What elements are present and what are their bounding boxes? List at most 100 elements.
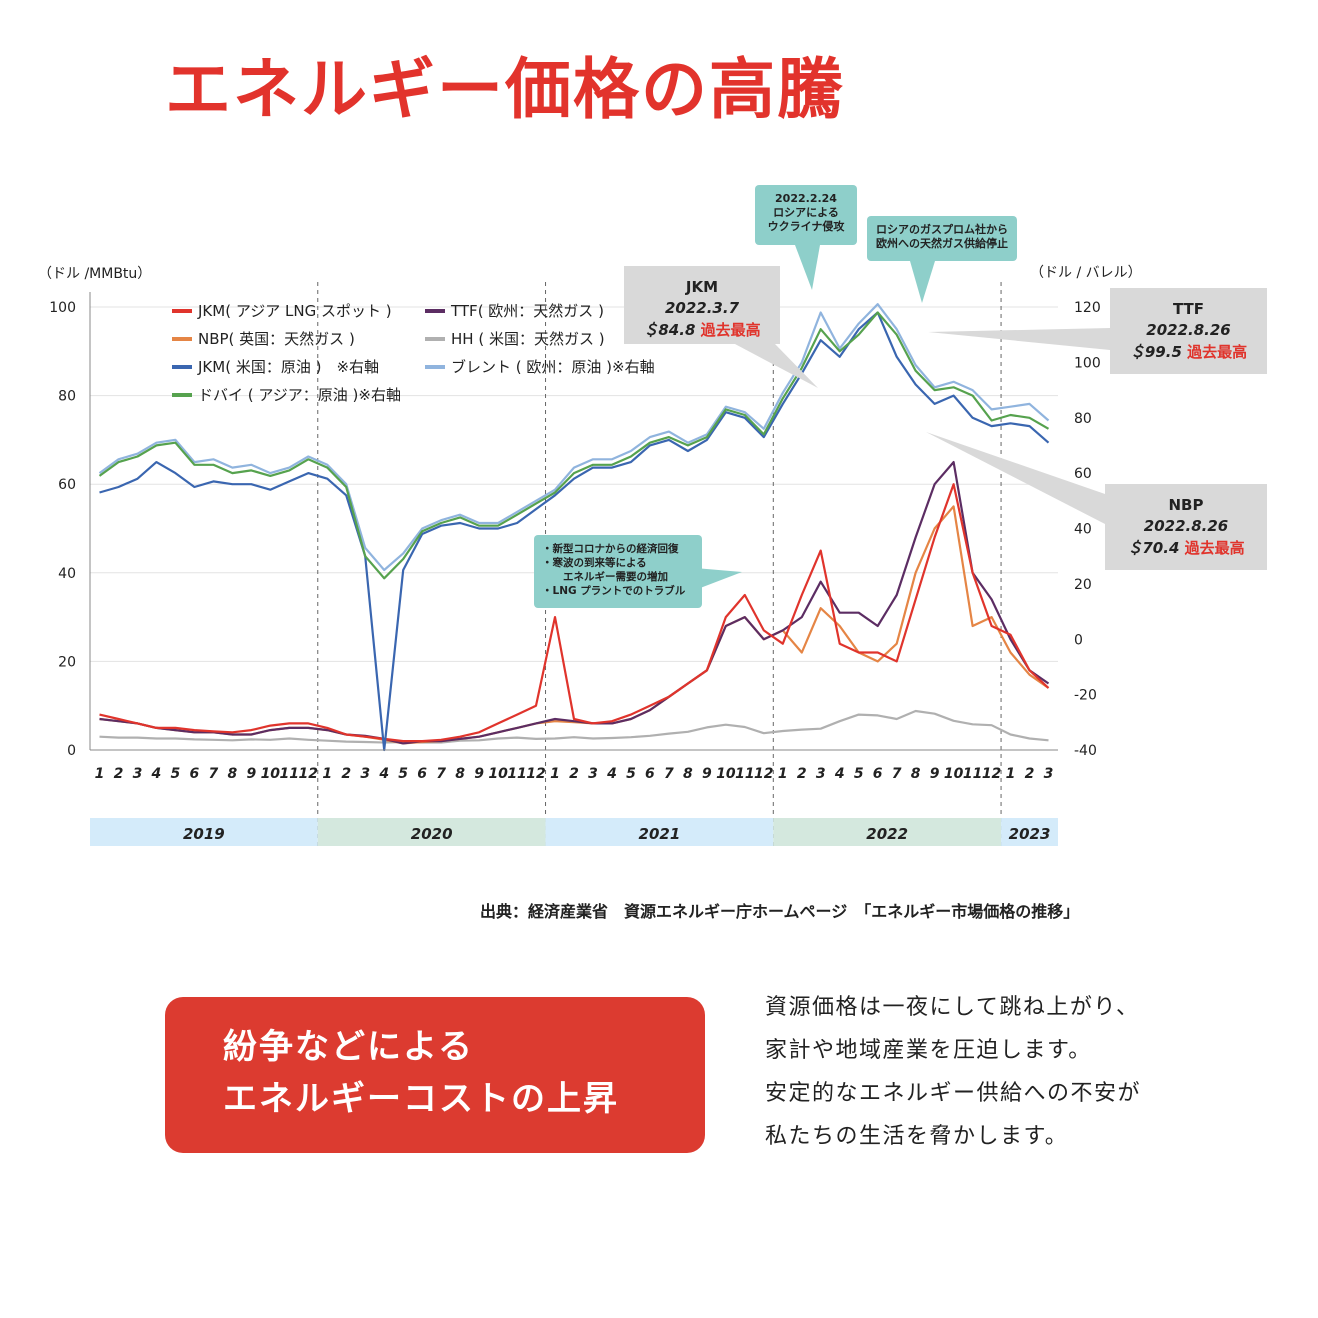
jkm-callout-date: 2022.3.7 <box>665 299 740 317</box>
x-tick-label: 2 <box>114 766 124 782</box>
nbp-callout-box <box>1105 484 1267 570</box>
x-tick-label: 4 <box>606 766 617 782</box>
corona-callout-line: ・新型コロナからの経済回復 <box>542 542 679 555</box>
ttf-callout-value: ＄99.5 過去最高 <box>1130 343 1247 361</box>
corona-callout-line: エネルギー需要の増加 <box>542 570 668 583</box>
x-tick-label: 1 <box>1006 766 1016 782</box>
x-tick-label: 1 <box>322 766 332 782</box>
y-tick-label-right: 120 <box>1074 300 1101 316</box>
axes: 0 20 40 60 80 100 -40 -20 0 20 40 60 80 100 120 （ドル /MM… <box>38 265 1142 782</box>
x-tick-label: 2 <box>1025 766 1035 782</box>
legend-label: ブレント ( 欧州：原油 )※右軸 <box>451 358 655 376</box>
y-tick-label-left: 0 <box>67 743 76 759</box>
series-line <box>99 483 1050 743</box>
year-label: 2023 <box>1009 825 1051 843</box>
legend-label: JKM( アジア LNG スポット ) <box>197 302 392 320</box>
x-tick-label: 5 <box>626 766 636 782</box>
x-tick-label: 1 <box>95 766 105 782</box>
legend-label: NBP( 英国：天然ガス ) <box>198 330 355 348</box>
ttf-value-number: ＄99.5 <box>1130 343 1187 361</box>
source-citation: 出典：経済産業省 資源エネルギー庁ホームページ 「エネルギー市場価格の推移」 <box>480 902 1080 921</box>
ttf-record-note: 過去最高 <box>1186 343 1247 361</box>
x-tick-label: 10 <box>716 766 736 782</box>
series-lines <box>98 303 1050 752</box>
x-tick-label: 12 <box>299 766 318 782</box>
gazprom-callout-box <box>867 216 1017 261</box>
y-tick-label-right: -40 <box>1074 743 1097 759</box>
year-band <box>90 818 318 846</box>
ukraine-callout-line: ロシアによる <box>773 206 839 219</box>
nbp-value-number: ＄70.4 <box>1127 539 1184 557</box>
x-tick-label: 4 <box>834 766 845 782</box>
year-band <box>545 818 774 846</box>
ttf-callout-name: TTF <box>1173 300 1204 318</box>
body-line: 資源価格は一夜にして跳ね上がり、 <box>765 995 1140 1020</box>
x-tick-label: 3 <box>816 766 826 782</box>
x-tick-label: 9 <box>930 766 940 782</box>
x-tick-label: 1 <box>550 766 560 782</box>
y-tick-label-left: 80 <box>58 389 76 405</box>
x-tick-label: 11 <box>280 766 299 782</box>
x-tick-label: 10 <box>261 766 281 782</box>
year-label: 2022 <box>866 825 908 843</box>
series-line <box>98 311 1050 580</box>
y-tick-label-left: 40 <box>58 566 76 582</box>
gazprom-callout-pointer <box>910 261 935 303</box>
annotations: JKM 2022.3.7 ＄84.8 過去最高 TTF 2022.8.26 ＄99.5 過… <box>534 185 1267 608</box>
ttf-callout-box <box>1110 288 1267 374</box>
x-tick-label: 4 <box>151 766 162 782</box>
series-line <box>99 709 1049 744</box>
x-tick-label: 7 <box>436 766 446 782</box>
banner-box: 紛争などによる エネルギーコストの上昇 <box>165 997 705 1153</box>
banner-line: 紛争などによる <box>223 1027 474 1067</box>
y-tick-label-left: 100 <box>49 300 76 316</box>
y-tick-label-right: 100 <box>1074 355 1101 371</box>
nbp-callout-name: NBP <box>1169 496 1204 514</box>
gazprom-callout-line: ロシアのガスプロム社から <box>876 222 1008 236</box>
body-line: 私たちの生活を脅かします。 <box>765 1124 1069 1149</box>
legend-label: ドバイ ( アジア：原油 )※右軸 <box>198 386 401 404</box>
energy-price-chart: 2019 2020 2021 2022 2023 020406080100-40-200… <box>38 185 1267 848</box>
body-line: 家計や地域産業を圧迫します。 <box>765 1038 1092 1063</box>
body-line: 安定的なエネルギー供給への不安が <box>765 1081 1142 1106</box>
jkm-callout-box <box>624 266 780 344</box>
y-tick-label-right: 80 <box>1074 411 1092 427</box>
series-line <box>99 461 1050 745</box>
y-tick-label-right: -20 <box>1074 688 1097 704</box>
legend-label: TTF( 欧州：天然ガス ) <box>450 302 604 320</box>
year-label: 2021 <box>639 825 681 843</box>
y-tick-label-right: 60 <box>1074 466 1092 482</box>
corona-callout-line: ・LNG プラントでのトラブル <box>542 584 686 597</box>
corona-callout-box <box>534 535 702 608</box>
ttf-callout-date: 2022.8.26 <box>1146 321 1230 339</box>
ttf-callout-pointer <box>928 328 1110 350</box>
y-axis-label-left: （ドル /MMBtu） <box>38 266 151 282</box>
legend-label: HH ( 米国：天然ガス ) <box>451 330 605 348</box>
x-tick-label: 9 <box>246 766 256 782</box>
legend-label: JKM( 米国：原油 ) ※右軸 <box>197 358 379 376</box>
y-tick-label-right: 20 <box>1074 577 1092 593</box>
x-tick-label: 7 <box>892 766 902 782</box>
year-band <box>1001 818 1058 846</box>
corona-callout-line: ・寒波の到来等による <box>542 556 647 569</box>
jkm-value-number: ＄84.8 <box>643 321 700 339</box>
ukraine-callout-line: ウクライナ侵攻 <box>768 219 846 233</box>
jkm-callout-name: JKM <box>685 278 718 296</box>
x-tick-label: 6 <box>190 766 200 782</box>
jkm-record-note: 過去最高 <box>700 321 761 339</box>
banner-line: エネルギーコストの上昇 <box>223 1079 619 1119</box>
page-title: エネルギー価格の高騰 <box>165 51 845 128</box>
x-tick-label: 3 <box>1044 766 1054 782</box>
body-text: 資源価格は一夜にして跳ね上がり、 家計や地域産業を圧迫します。 安定的なエネルギ… <box>765 986 1141 1158</box>
x-tick-label: 10 <box>488 766 508 782</box>
nbp-record-note: 過去最高 <box>1184 539 1245 557</box>
gazprom-callout-line: 欧州への天然ガス供給停止 <box>876 236 1008 250</box>
y-tick-label-right: 40 <box>1074 522 1092 538</box>
nbp-callout-pointer <box>926 432 1105 524</box>
y-tick-label-left: 60 <box>58 477 76 493</box>
x-tick-label: 5 <box>398 766 408 782</box>
x-tick-label: 6 <box>873 766 883 782</box>
x-tick-label: 4 <box>378 766 389 782</box>
x-tick-label: 3 <box>133 766 143 782</box>
x-tick-label: 11 <box>963 766 982 782</box>
